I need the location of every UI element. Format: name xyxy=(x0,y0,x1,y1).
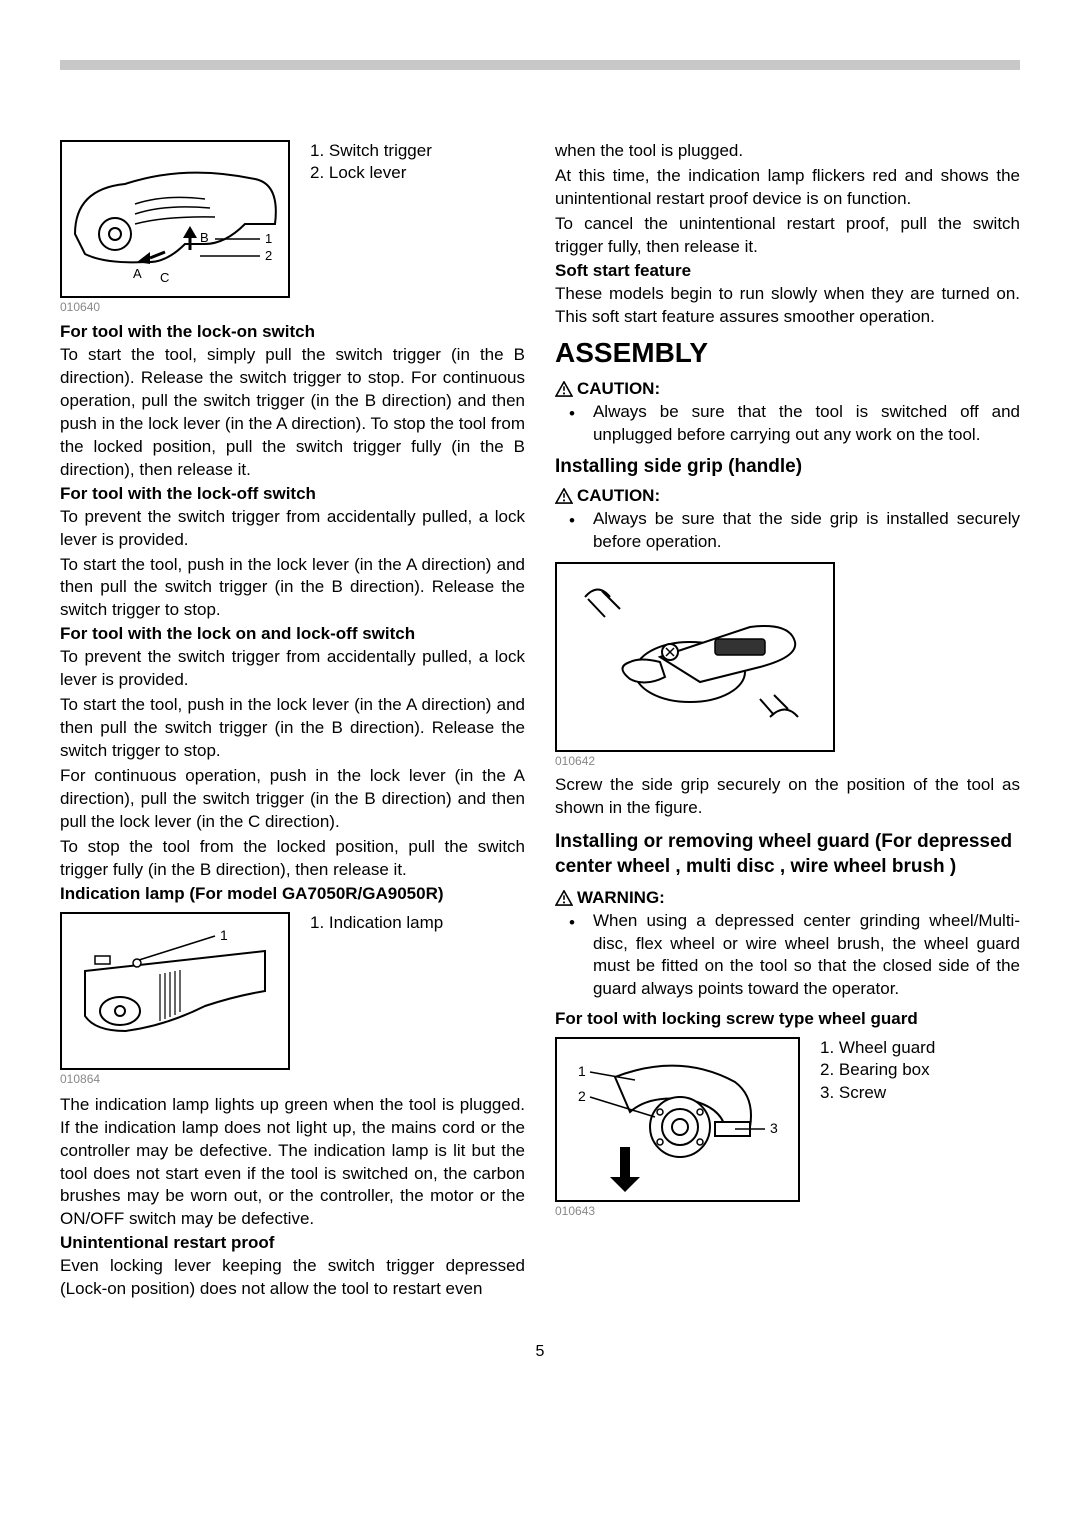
paragraph: To prevent the switch trigger from accid… xyxy=(60,506,525,552)
paragraph: At this time, the indication lamp flicke… xyxy=(555,165,1020,211)
legend-item: 1. Wheel guard xyxy=(820,1037,935,1059)
heading-wheel-guard: Installing or removing wheel guard (For … xyxy=(555,830,1020,879)
bullet-item: • Always be sure that the side grip is i… xyxy=(555,508,1020,554)
figure-4-legend: 1. Wheel guard 2. Bearing box 3. Screw xyxy=(820,1037,935,1103)
svg-text:1: 1 xyxy=(220,927,228,943)
section-assembly: ASSEMBLY xyxy=(555,337,1020,369)
svg-text:1: 1 xyxy=(578,1063,586,1079)
heading-indication-lamp: Indication lamp (For model GA7050R/GA905… xyxy=(60,884,525,904)
figure-2-number: 010864 xyxy=(60,1072,290,1086)
paragraph: Even locking lever keeping the switch tr… xyxy=(60,1255,525,1301)
heading-lock-both: For tool with the lock on and lock-off s… xyxy=(60,624,525,644)
left-column: B A C 1 2 010640 1. Sw xyxy=(60,140,525,1303)
page-number: 5 xyxy=(60,1343,1020,1361)
warning-heading: WARNING: xyxy=(555,888,1020,908)
header-bar xyxy=(60,60,1020,70)
figure-3-number: 010642 xyxy=(555,754,1020,768)
figure-2-block: 1 010864 1. Indication lamp xyxy=(60,912,525,1092)
heading-lock-off: For tool with the lock-off switch xyxy=(60,484,525,504)
figure-3 xyxy=(555,562,835,752)
paragraph: when the tool is plugged. xyxy=(555,140,1020,163)
legend-item: 2. Bearing box xyxy=(820,1059,935,1081)
heading-side-grip: Installing side grip (handle) xyxy=(555,456,1020,478)
paragraph: To start the tool, simply pull the switc… xyxy=(60,344,525,482)
paragraph: To cancel the unintentional restart proo… xyxy=(555,213,1020,259)
figure-1: B A C 1 2 xyxy=(60,140,290,298)
figure-1-block: B A C 1 2 010640 1. Sw xyxy=(60,140,525,320)
figure-4: 3 1 2 xyxy=(555,1037,800,1202)
bullet-text: When using a depressed center grinding w… xyxy=(593,910,1020,1002)
caution-heading: CAUTION: xyxy=(555,379,1020,399)
svg-text:B: B xyxy=(200,230,209,245)
svg-text:1: 1 xyxy=(265,231,272,246)
paragraph: To prevent the switch trigger from accid… xyxy=(60,646,525,692)
bullet-dot-icon: • xyxy=(569,910,575,1002)
warning-triangle-icon xyxy=(555,381,573,397)
bullet-dot-icon: • xyxy=(569,508,575,554)
figure-1-number: 010640 xyxy=(60,300,290,314)
warning-triangle-icon xyxy=(555,488,573,504)
svg-text:3: 3 xyxy=(770,1120,778,1136)
bullet-item: • Always be sure that the tool is switch… xyxy=(555,401,1020,447)
figure-3-block: 010642 xyxy=(555,562,1020,768)
paragraph: For continuous operation, push in the lo… xyxy=(60,765,525,834)
warning-label: WARNING: xyxy=(577,888,665,908)
figure-2: 1 xyxy=(60,912,290,1070)
heading-lock-on: For tool with the lock-on switch xyxy=(60,322,525,342)
figure-4-block: 3 1 2 010643 1. Wheel guard 2. Bearing b… xyxy=(555,1037,1020,1224)
paragraph: To start the tool, push in the lock leve… xyxy=(60,694,525,763)
svg-text:A: A xyxy=(133,266,142,281)
bullet-text: Always be sure that the tool is switched… xyxy=(593,401,1020,447)
paragraph: These models begin to run slowly when th… xyxy=(555,283,1020,329)
svg-text:2: 2 xyxy=(265,248,272,263)
paragraph: Screw the side grip securely on the posi… xyxy=(555,774,1020,820)
caution-label: CAUTION: xyxy=(577,486,660,506)
figure-1-legend: 1. Switch trigger 2. Lock lever xyxy=(310,140,432,184)
caution-label: CAUTION: xyxy=(577,379,660,399)
caution-heading: CAUTION: xyxy=(555,486,1020,506)
bullet-item: • When using a depressed center grinding… xyxy=(555,910,1020,1002)
paragraph: To stop the tool from the locked positio… xyxy=(60,836,525,882)
bullet-text: Always be sure that the side grip is ins… xyxy=(593,508,1020,554)
warning-triangle-icon xyxy=(555,890,573,906)
paragraph: To start the tool, push in the lock leve… xyxy=(60,554,525,623)
legend-item: 2. Lock lever xyxy=(310,162,432,184)
figure-2-legend: 1. Indication lamp xyxy=(310,912,443,934)
heading-soft-start: Soft start feature xyxy=(555,261,1020,281)
paragraph: The indication lamp lights up green when… xyxy=(60,1094,525,1232)
legend-item: 1. Indication lamp xyxy=(310,912,443,934)
figure-4-number: 010643 xyxy=(555,1204,800,1218)
svg-text:C: C xyxy=(160,270,169,285)
heading-unintentional: Unintentional restart proof xyxy=(60,1233,525,1253)
right-column: when the tool is plugged. At this time, … xyxy=(555,140,1020,1303)
svg-text:2: 2 xyxy=(578,1088,586,1104)
bullet-dot-icon: • xyxy=(569,401,575,447)
legend-item: 1. Switch trigger xyxy=(310,140,432,162)
heading-screw-guard: For tool with locking screw type wheel g… xyxy=(555,1009,1020,1029)
legend-item: 3. Screw xyxy=(820,1082,935,1104)
